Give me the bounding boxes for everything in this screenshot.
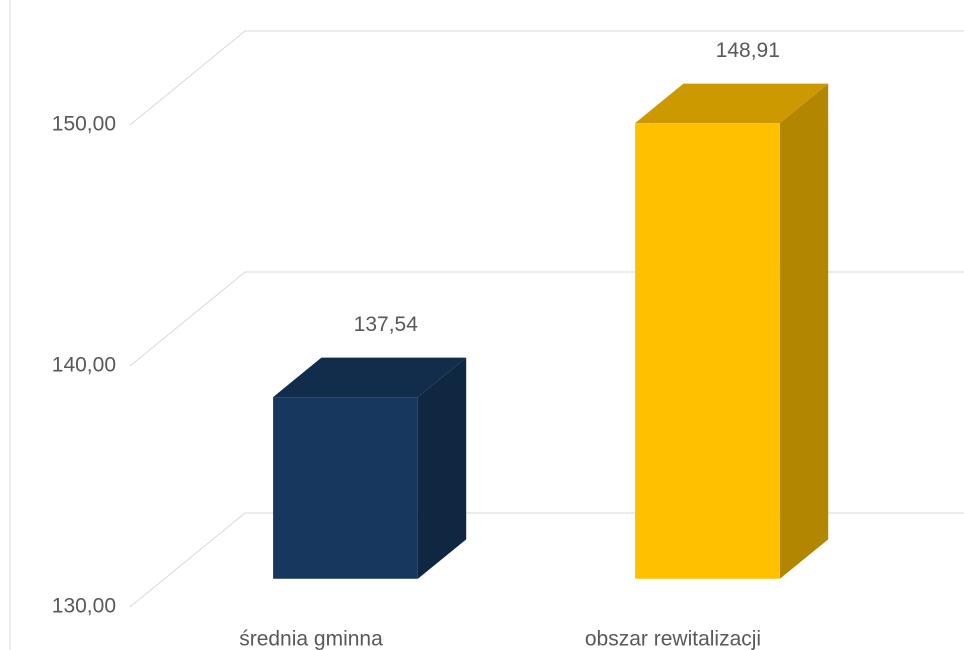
- value-label: 137,54: [354, 313, 419, 336]
- x-tick-label: średnia gminna: [239, 628, 383, 650]
- y-tick-label: 150,00: [52, 113, 116, 136]
- x-tick-label: obszar rewitalizacji: [585, 628, 761, 650]
- bar-front: [273, 397, 418, 579]
- bar-front: [635, 123, 780, 579]
- bar-top: [635, 83, 829, 124]
- bar: [273, 357, 467, 579]
- grid-line: [129, 512, 964, 608]
- grid-line: [129, 30, 964, 126]
- y-tick-label: 130,00: [52, 595, 116, 618]
- bar: [635, 83, 829, 579]
- y-tick-label: 140,00: [52, 354, 116, 377]
- bar-side: [779, 83, 829, 579]
- bar-top: [273, 357, 467, 398]
- bar-side: [417, 357, 467, 579]
- grid-line: [129, 271, 964, 367]
- value-label: 148,91: [716, 39, 780, 62]
